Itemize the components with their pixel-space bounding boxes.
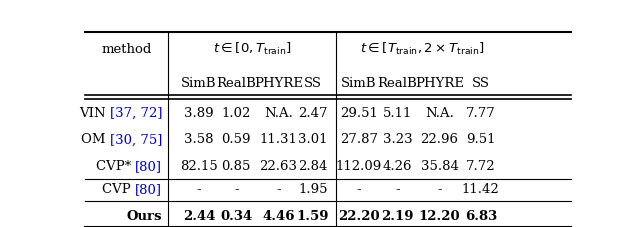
Text: 27.87: 27.87 xyxy=(340,133,378,146)
Text: 5.11: 5.11 xyxy=(383,107,412,120)
Text: 35.84: 35.84 xyxy=(420,160,458,173)
Text: 2.47: 2.47 xyxy=(298,107,328,120)
Text: PHYRE: PHYRE xyxy=(254,77,303,90)
Text: 11.42: 11.42 xyxy=(462,183,500,196)
Text: 2.19: 2.19 xyxy=(381,210,413,222)
Text: 7.72: 7.72 xyxy=(466,160,495,173)
Text: -: - xyxy=(437,183,442,196)
Text: SS: SS xyxy=(304,77,322,90)
Text: 22.63: 22.63 xyxy=(259,160,298,173)
Text: 1.02: 1.02 xyxy=(221,107,251,120)
Text: [30, 75]: [30, 75] xyxy=(80,195,132,209)
Text: 3.23: 3.23 xyxy=(383,133,412,146)
Text: -: - xyxy=(356,183,361,196)
Text: 3.89: 3.89 xyxy=(184,107,214,120)
Text: RealB: RealB xyxy=(378,77,417,90)
Text: 2.84: 2.84 xyxy=(298,160,328,173)
Text: CVP [80]: CVP [80] xyxy=(102,183,163,196)
Text: 2.44: 2.44 xyxy=(183,210,215,222)
Text: N.A.: N.A. xyxy=(264,107,293,120)
Text: [80]: [80] xyxy=(135,160,163,173)
Text: -: - xyxy=(276,183,281,196)
Text: CVP: CVP xyxy=(102,183,135,196)
Text: $t \in [T_{\mathrm{train}}, 2 \times T_{\mathrm{train}}]$: $t \in [T_{\mathrm{train}}, 2 \times T_{… xyxy=(360,41,484,57)
Text: [37, 72]: [37, 72] xyxy=(110,107,163,120)
Text: 22.96: 22.96 xyxy=(420,133,459,146)
Text: 6.83: 6.83 xyxy=(465,210,497,222)
Text: $t \in [0, T_{\mathrm{train}}]$: $t \in [0, T_{\mathrm{train}}]$ xyxy=(213,41,292,57)
Text: Ours: Ours xyxy=(127,210,163,222)
Text: [80]: [80] xyxy=(80,195,107,209)
Text: VIN [37, 72]: VIN [37, 72] xyxy=(79,107,163,120)
Text: 1.95: 1.95 xyxy=(298,183,328,196)
Text: 4.46: 4.46 xyxy=(262,210,294,222)
Text: [80]: [80] xyxy=(80,195,107,209)
Text: [80]: [80] xyxy=(135,183,163,196)
Text: 1.59: 1.59 xyxy=(297,210,330,222)
Text: 12.20: 12.20 xyxy=(419,210,460,222)
Text: -: - xyxy=(234,183,239,196)
Text: -: - xyxy=(196,183,202,196)
Text: OM [30, 75]: OM [30, 75] xyxy=(81,133,163,146)
Text: 29.51: 29.51 xyxy=(340,107,378,120)
Text: CVP* [80]: CVP* [80] xyxy=(96,160,163,173)
Text: 0.59: 0.59 xyxy=(221,133,251,146)
Text: RealB: RealB xyxy=(216,77,256,90)
Text: [30, 75]: [30, 75] xyxy=(110,133,163,146)
Text: 9.51: 9.51 xyxy=(466,133,495,146)
Text: N.A.: N.A. xyxy=(425,107,454,120)
Text: 4.26: 4.26 xyxy=(383,160,412,173)
Text: SimB: SimB xyxy=(181,77,217,90)
Text: [37, 72]: [37, 72] xyxy=(80,195,132,209)
Text: PHYRE: PHYRE xyxy=(415,77,464,90)
Text: CVP*: CVP* xyxy=(96,160,135,173)
Text: OM: OM xyxy=(81,133,110,146)
Text: 0.34: 0.34 xyxy=(220,210,252,222)
Text: 0.85: 0.85 xyxy=(221,160,251,173)
Text: -: - xyxy=(395,183,400,196)
Text: 22.20: 22.20 xyxy=(338,210,380,222)
Text: 7.77: 7.77 xyxy=(466,107,495,120)
Text: SS: SS xyxy=(472,77,490,90)
Text: 112.09: 112.09 xyxy=(335,160,382,173)
Text: 82.15: 82.15 xyxy=(180,160,218,173)
Text: method: method xyxy=(102,43,152,56)
Text: 3.01: 3.01 xyxy=(298,133,328,146)
Text: SimB: SimB xyxy=(341,77,376,90)
Text: 11.31: 11.31 xyxy=(259,133,298,146)
Text: VIN: VIN xyxy=(79,107,110,120)
Text: 3.58: 3.58 xyxy=(184,133,214,146)
